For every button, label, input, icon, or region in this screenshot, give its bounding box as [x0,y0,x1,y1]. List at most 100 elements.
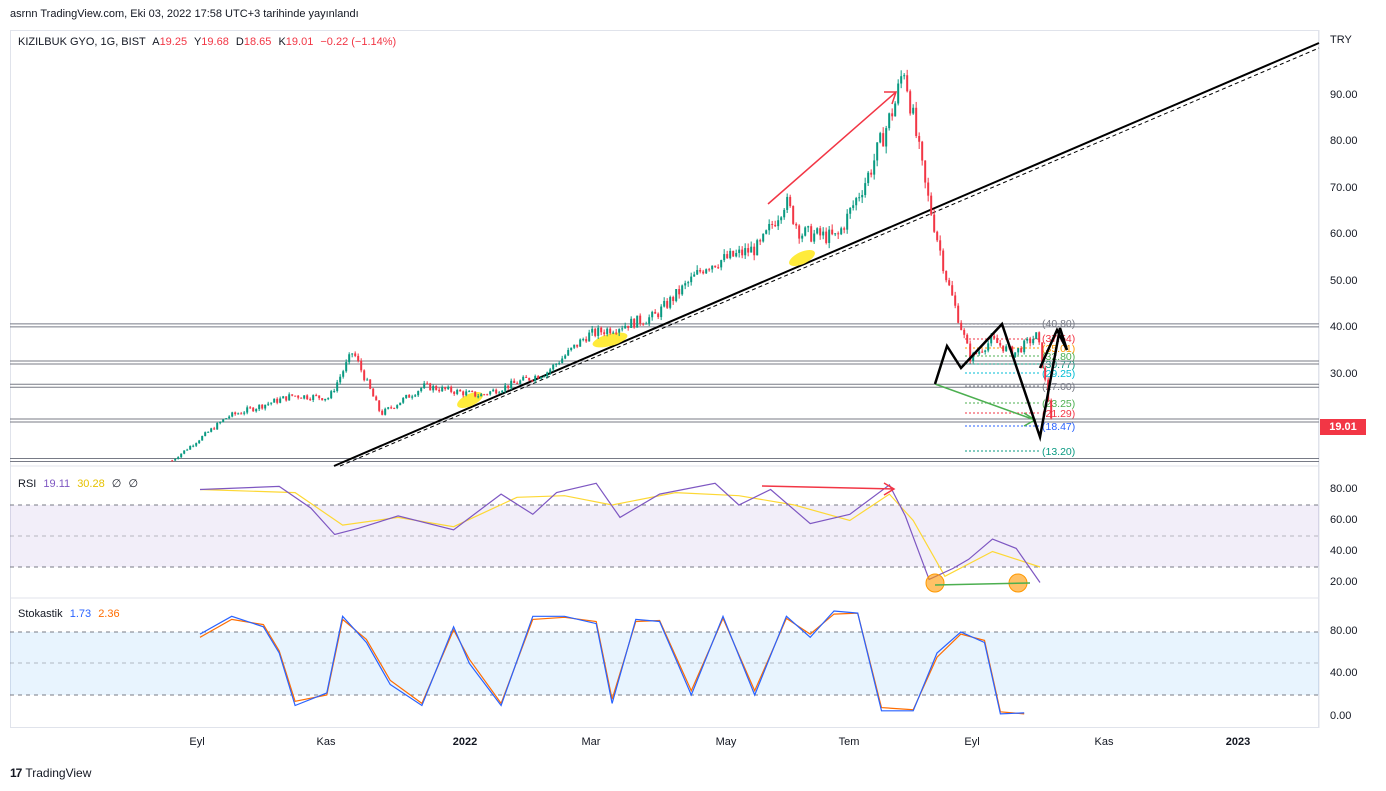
candle-body [663,300,666,307]
candle-body [981,351,984,353]
candle-body [1035,332,1038,340]
candle-body [210,428,213,432]
rsi-low-marker [925,573,945,593]
candle-body [615,332,618,334]
candle-body [900,76,903,84]
currency-label[interactable]: TRY [1330,34,1352,46]
divergence-arrow-price[interactable] [767,91,897,205]
candle-body [984,350,987,352]
candle-body [336,382,339,391]
candle-body [915,107,918,137]
brand-name: TradingView [25,766,92,780]
symbol-name[interactable]: KIZILBUK GYO, 1G, BIST [18,36,146,48]
candle-body [387,407,390,409]
candle-body [807,226,810,228]
candle-body [258,404,261,410]
candle-body [282,396,285,399]
candle-body [444,387,447,390]
candle-body [987,343,990,351]
candle-body [564,355,567,359]
candle-body [291,394,294,396]
candle-body [483,394,486,396]
candle-body [687,282,690,284]
candle-body [438,389,441,392]
trend-line-parallel[interactable] [339,47,1320,467]
support-line-rsi[interactable] [934,582,1031,586]
candle-body [546,372,549,377]
candle-body [867,172,870,184]
candle-body [246,407,249,413]
candle-body [222,419,225,423]
candle-body [240,413,243,415]
candle-body [306,395,309,400]
candle-body [195,443,198,446]
arrow-head [883,482,896,496]
tradingview-brand[interactable]: 17 TradingView [10,766,91,780]
rsi-legend[interactable]: RSI 19.11 30.28 ∅ ∅ [18,477,142,490]
candle-body [888,113,891,129]
candle-body [927,182,930,196]
candle-body [957,305,960,323]
time-tick: Eyl [964,736,980,748]
candle-body [321,398,324,401]
candle-body [897,83,900,104]
divergence-arrow-rsi[interactable] [761,485,895,490]
candle-body [600,327,603,333]
candle-body [183,450,186,454]
candle-body [969,343,972,361]
price-tick: 80.00 [1330,135,1358,147]
candle-body [486,394,489,396]
candle-body [219,422,222,424]
price-tick: 50.00 [1330,275,1358,287]
fib-level-label: (13.20) [1042,446,1076,458]
candle-body [417,391,420,396]
candle-body [861,195,864,198]
candle-body [675,289,678,302]
candle-body [777,220,780,227]
candle-body [999,343,1002,346]
candle-body [921,141,924,161]
candle-body [294,395,297,397]
stoch-tick: 40.00 [1330,667,1358,679]
zigzag-pattern[interactable] [933,321,1069,442]
candle-body [453,391,456,394]
candle-body [849,207,852,214]
candle-body [825,231,828,243]
candle-body [468,391,471,393]
candle-body [339,376,342,383]
stoch-legend[interactable]: Stokastik 1.73 2.36 [18,608,124,620]
candle-body [798,225,801,239]
candle-body [621,328,624,330]
candle-body [744,248,747,256]
candle-body [540,377,543,379]
support-arrow-price[interactable] [934,383,1036,421]
candle-body [759,240,762,242]
candle-body [1002,345,1005,352]
candle-body [351,353,354,355]
candle-body [255,409,258,412]
candle-body [1032,339,1035,344]
candle-body [492,389,495,392]
candle-body [627,325,630,328]
candle-body [558,363,561,365]
stoch-k-value: 1.73 [69,608,92,620]
candle-body [699,270,702,272]
candle-body [723,254,726,261]
highlight-marker [789,249,815,267]
candle-body [342,371,345,377]
candle-body [198,440,201,444]
price-tick: 40.00 [1330,321,1358,333]
trend-line[interactable] [333,42,1320,467]
candle-body [543,376,546,378]
candle-body [375,396,378,401]
rsi-ma-line [199,488,1041,578]
candle-body [909,91,912,114]
candle-body [555,363,558,365]
candle-body [633,318,636,328]
candle-body [270,402,273,404]
candle-body [309,399,312,401]
candle-body [435,386,438,390]
candle-body [489,391,492,395]
candle-body [450,386,453,392]
